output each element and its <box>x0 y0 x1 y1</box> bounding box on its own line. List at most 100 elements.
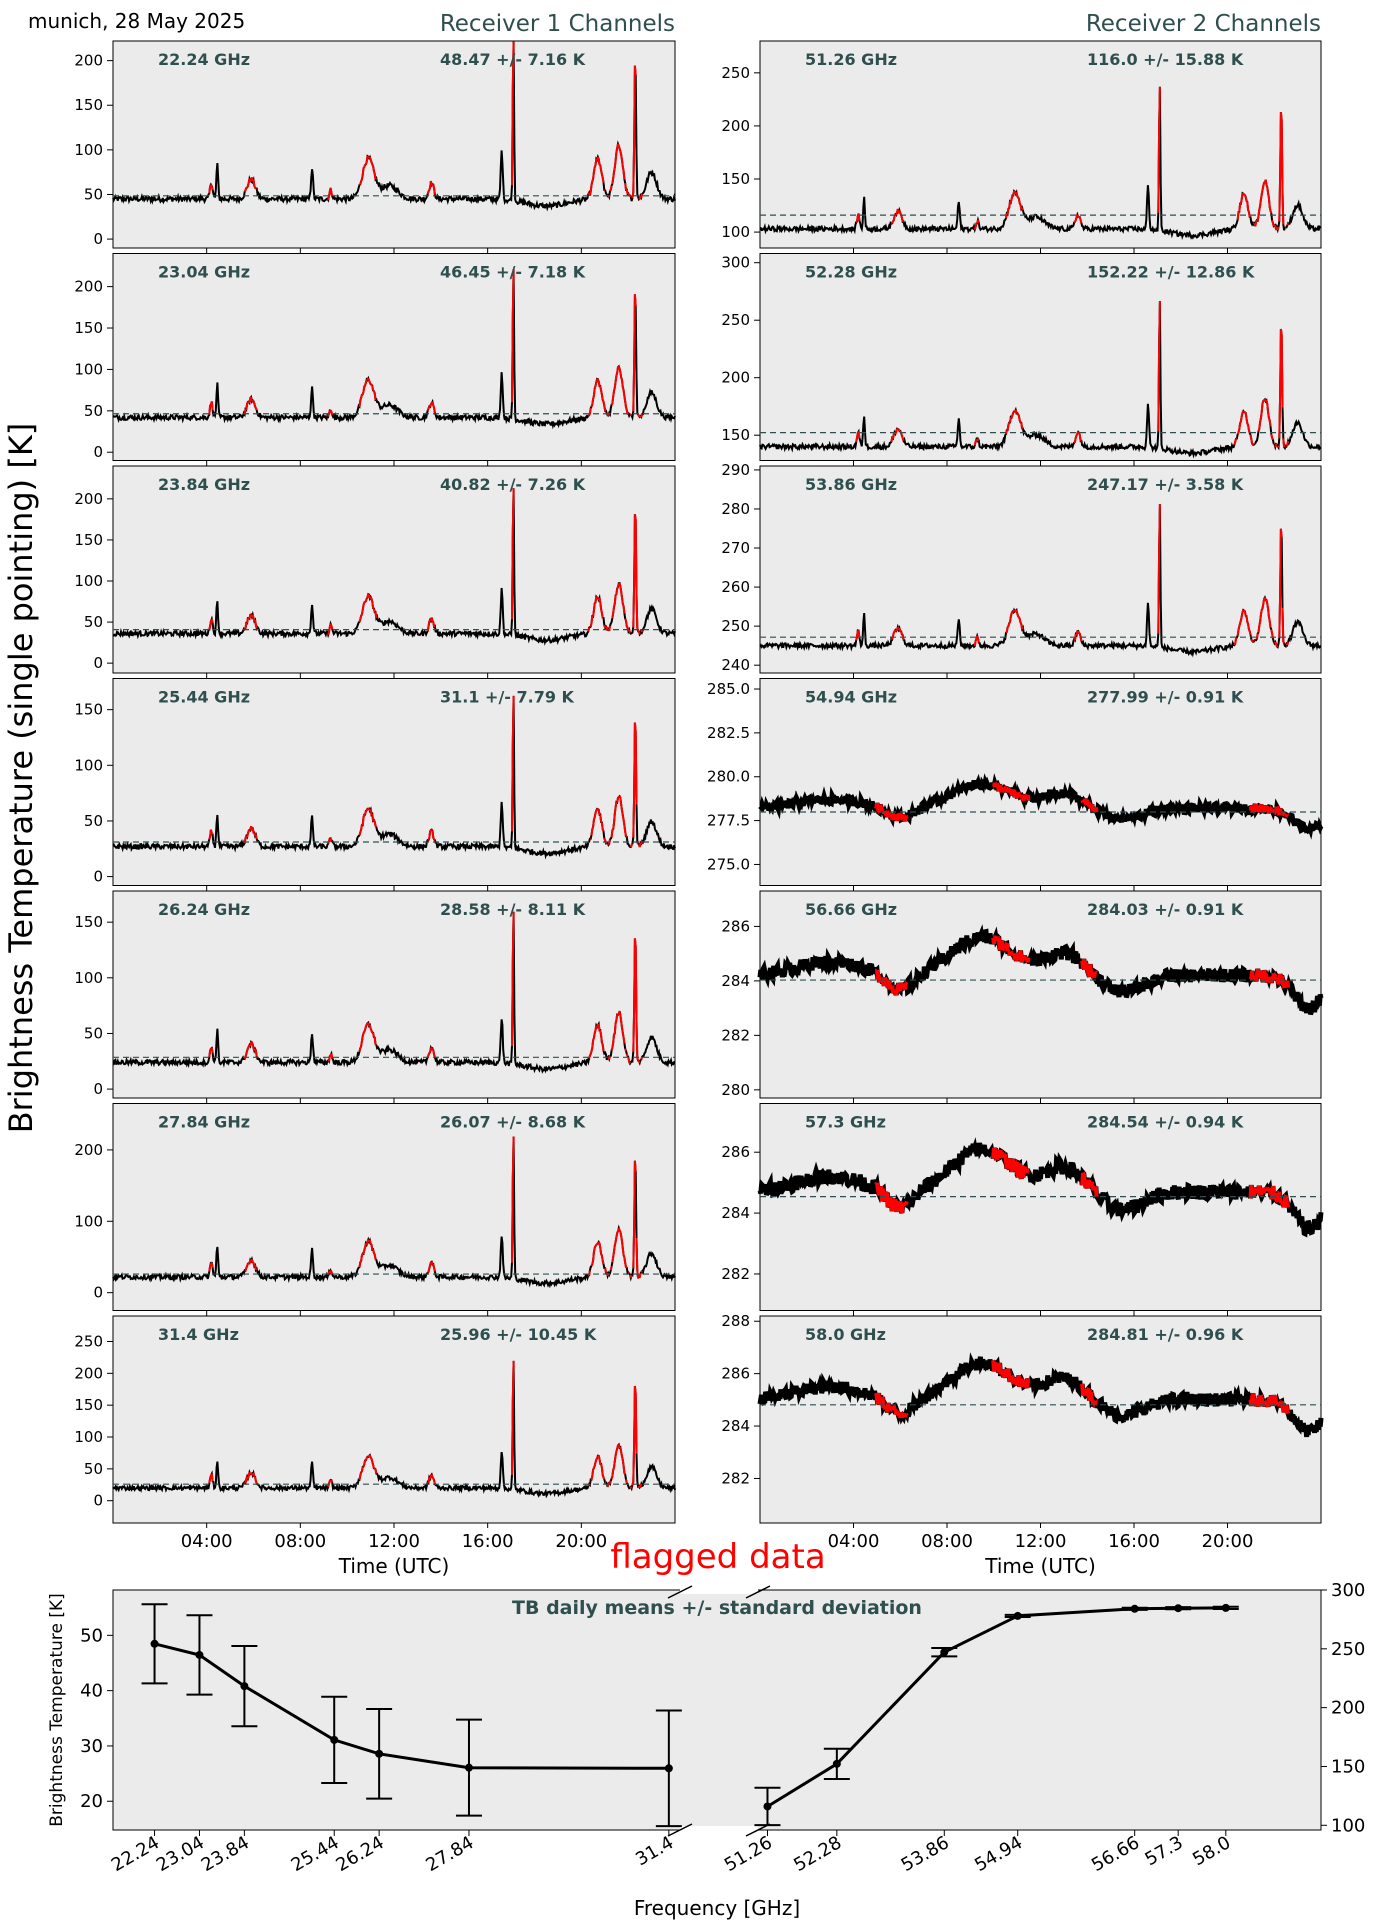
y-tick-label: 250 <box>721 311 750 329</box>
channel-frequency-label: 53.86 GHz <box>805 475 897 494</box>
flagged-segments <box>208 1360 643 1489</box>
break-mark <box>667 1823 693 1837</box>
channel-frequency-label: 31.4 GHz <box>158 1325 239 1344</box>
y-tick-label: 286 <box>721 1365 750 1383</box>
trace-line <box>112 695 676 860</box>
y-tick-label: 284 <box>721 1204 750 1222</box>
mean-point <box>832 1759 841 1768</box>
y-tick-label: 286 <box>721 1143 750 1161</box>
channel-stats-label: 284.54 +/- 0.94 K <box>1087 1113 1244 1132</box>
y-tick-label: 200 <box>721 369 750 387</box>
channel-stats-label: 26.07 +/- 8.68 K <box>440 1113 586 1132</box>
means-chart-title: TB daily means +/- standard deviation <box>512 1597 922 1619</box>
plot-area <box>112 1589 1322 1831</box>
channel-stats-label: 40.82 +/- 7.26 K <box>440 475 586 494</box>
channel-frequency-label: 57.3 GHz <box>805 1113 886 1132</box>
x-tick-label: 22.24 <box>108 1832 163 1876</box>
means-y-axis-label: Brightness Temperature [K] <box>47 1593 67 1826</box>
channel-panel-52-28-ghz: 150 200 250 300 52.28 GHz 152.22 +/- 12.86 K <box>721 253 1322 466</box>
y-tick-label: 100 <box>74 756 103 774</box>
y-tick-label: 280 <box>721 500 750 518</box>
x-tick-label: 08:00 <box>274 1531 326 1552</box>
plot-area <box>112 890 676 1099</box>
flagged-segments <box>208 695 644 848</box>
y-tick-label: 282 <box>721 1469 750 1487</box>
x-tick-label: 04:00 <box>181 1531 233 1552</box>
trace-line <box>112 41 676 212</box>
y-tick-label: 286 <box>721 917 750 935</box>
x-tick-label: 08:00 <box>921 1531 973 1552</box>
y-tick-label: 150 <box>74 1396 103 1414</box>
channel-panel-22-24-ghz: 0 50 100 150 200 22.24 GHz 48.47 +/- 7.16 K <box>74 40 676 253</box>
channel-panel-26-24-ghz: 0 50 100 150 26.24 GHz 28.58 +/- 8.11 K <box>74 890 676 1103</box>
channel-frequency-label: 52.28 GHz <box>805 263 897 282</box>
x-axis-label: Time (UTC) <box>338 1554 450 1578</box>
y-tick-label: 150 <box>74 96 103 114</box>
channel-stats-label: 277.99 +/- 0.91 K <box>1087 688 1244 707</box>
flagged-segments <box>874 1360 1290 1419</box>
y-tick-label: 282.5 <box>707 724 750 742</box>
y-tick-label: 284 <box>721 972 750 990</box>
y-tick-label: 50 <box>84 185 103 203</box>
y-tick-label: 100 <box>721 223 750 241</box>
y-tick-label: 50 <box>84 402 103 420</box>
plot-area <box>112 253 676 461</box>
plot-area <box>759 678 1322 886</box>
break-mark <box>745 1585 771 1599</box>
channel-stats-label: 284.81 +/- 0.96 K <box>1087 1325 1244 1344</box>
y-tick-label: 300 <box>721 254 750 272</box>
y-tick-label: 282 <box>721 1265 750 1283</box>
mean-point <box>664 1764 673 1773</box>
trace-line <box>759 504 1322 658</box>
y-tick-label: 0 <box>93 1284 103 1302</box>
y-tick-label: 250 <box>74 1332 103 1350</box>
y-tick-label: 280.0 <box>707 768 750 786</box>
x-axis-label: Time (UTC) <box>984 1554 1096 1578</box>
y-tick-label: 150 <box>74 319 103 337</box>
y-tick-label: 275.0 <box>707 855 750 873</box>
channel-stats-label: 116.0 +/- 15.88 K <box>1087 50 1244 69</box>
y-tick-label: 50 <box>84 812 103 830</box>
y-tick-label: 100 <box>74 1212 103 1230</box>
channel-panel-23-04-ghz: 0 50 100 150 200 23.04 GHz 46.45 +/- 7.18 K <box>74 253 676 466</box>
trace-line <box>759 301 1322 459</box>
global-y-axis-label: Brightness Temperature (single pointing)… <box>2 423 40 1134</box>
x-tick-label: 56.66 <box>1088 1832 1143 1876</box>
x-tick-label: 20:00 <box>555 1531 607 1552</box>
channel-stats-label: 28.58 +/- 8.11 K <box>440 900 586 919</box>
channel-frequency-label: 23.04 GHz <box>158 263 250 282</box>
x-tick-label: 58.0 <box>1189 1832 1234 1870</box>
y-tick-label: 30 <box>80 1736 103 1757</box>
x-tick-label: 54.94 <box>971 1832 1026 1876</box>
channel-panel-58-0-ghz: 282 284 286 288 58.0 GHz 284.81 +/- 0.96 K <box>721 1312 1324 1528</box>
plot-area <box>759 1315 1322 1524</box>
channel-frequency-label: 25.44 GHz <box>158 688 250 707</box>
y-tick-label: 0 <box>93 443 103 461</box>
x-tick-label: 23.84 <box>198 1832 253 1876</box>
axis-break-top <box>680 1588 758 1594</box>
y-tick-label: 100 <box>74 141 103 159</box>
y-tick-label: 100 <box>74 969 103 987</box>
y-tick-label: 50 <box>84 1460 103 1478</box>
x-tick-label: 04:00 <box>828 1531 880 1552</box>
flagged-segments <box>874 781 1290 822</box>
channel-frequency-label: 56.66 GHz <box>805 900 897 919</box>
plot-area <box>759 465 1322 674</box>
y-tick-label: 200 <box>74 52 103 70</box>
channel-panel-56-66-ghz: 280 282 284 286 56.66 GHz 284.03 +/- 0.91 K <box>721 890 1324 1103</box>
time-axis: 04:00 08:00 12:00 16:00 20:00 Time (UTC) <box>828 1531 1254 1578</box>
y-tick-label: 250 <box>1331 1639 1365 1660</box>
mean-point <box>195 1650 204 1659</box>
y-tick-label: 280 <box>721 1081 750 1099</box>
y-tick-label: 20 <box>80 1791 103 1812</box>
trace-line <box>112 911 676 1074</box>
channel-stats-label: 31.1 +/- 7.79 K <box>440 688 575 707</box>
x-tick-label: 12:00 <box>1015 1531 1067 1552</box>
y-tick-label: 200 <box>74 490 103 508</box>
x-tick-label: 25.44 <box>288 1832 343 1876</box>
x-tick-label: 53.86 <box>898 1832 953 1876</box>
trace-line <box>112 1360 676 1499</box>
y-tick-label: 150 <box>74 701 103 719</box>
y-tick-label: 0 <box>93 1080 103 1098</box>
channel-frequency-label: 22.24 GHz <box>158 50 250 69</box>
